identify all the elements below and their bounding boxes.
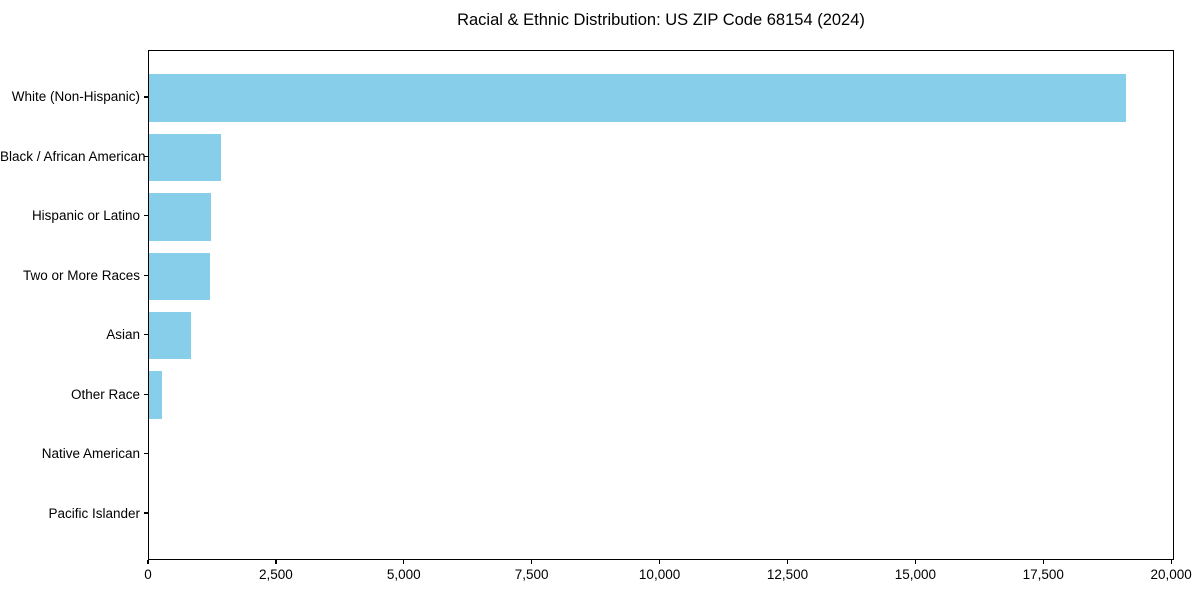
y-tick-mark — [144, 155, 148, 158]
y-tick-mark — [144, 334, 148, 336]
y-tick-mark — [144, 215, 148, 217]
x-tick-label: 0 — [144, 567, 152, 582]
chart-title: Racial & Ethnic Distribution: US ZIP Cod… — [457, 11, 865, 29]
plot-area — [148, 50, 1174, 560]
y-tick-mark — [144, 96, 148, 98]
y-tick-label-asian: Asian — [106, 327, 140, 343]
x-tick-label: 2,500 — [258, 567, 293, 582]
x-tick-mark — [914, 560, 917, 564]
x-tick-label: 10,000 — [638, 567, 681, 582]
x-tick-label: 7,500 — [514, 567, 549, 582]
y-tick-label-white-non-hispanic: White (Non-Hispanic) — [11, 89, 140, 105]
x-tick-mark — [786, 560, 789, 564]
y-tick-label-native-american: Native American — [41, 446, 140, 462]
y-tick-mark — [144, 393, 148, 395]
y-tick-label-black-african-american: Black / African American — [0, 148, 146, 164]
x-tick-mark — [1170, 560, 1172, 564]
bar-hispanic-or-latino — [149, 193, 211, 241]
y-tick-label-pacific-islander: Pacific Islander — [48, 505, 140, 521]
y-tick-mark — [144, 512, 148, 514]
x-tick-mark — [147, 560, 149, 564]
x-tick-label: 5,000 — [386, 567, 421, 582]
x-tick-mark — [403, 560, 405, 564]
y-tick-mark — [144, 274, 148, 276]
y-tick-label-other-race: Other Race — [70, 386, 140, 402]
x-tick-label: 20,000 — [1150, 567, 1192, 582]
x-tick-mark — [531, 560, 533, 564]
x-tick-mark — [275, 560, 277, 564]
bar-white-non-hispanic — [149, 74, 1127, 122]
x-tick-label: 12,500 — [766, 567, 809, 582]
y-tick-label-hispanic-or-latino: Hispanic or Latino — [31, 208, 140, 224]
x-tick-mark — [658, 560, 661, 564]
bar-two-or-more-races — [149, 252, 210, 301]
bar-other-race — [149, 371, 162, 419]
x-tick-mark — [1042, 560, 1044, 564]
y-tick-mark — [144, 452, 148, 455]
x-tick-label: 15,000 — [894, 567, 937, 582]
x-tick-label: 17,500 — [1022, 567, 1064, 582]
bar-asian — [149, 311, 191, 360]
y-tick-label-two-or-more-races: Two or More Races — [22, 267, 140, 283]
bar-black-african-american — [149, 133, 221, 182]
